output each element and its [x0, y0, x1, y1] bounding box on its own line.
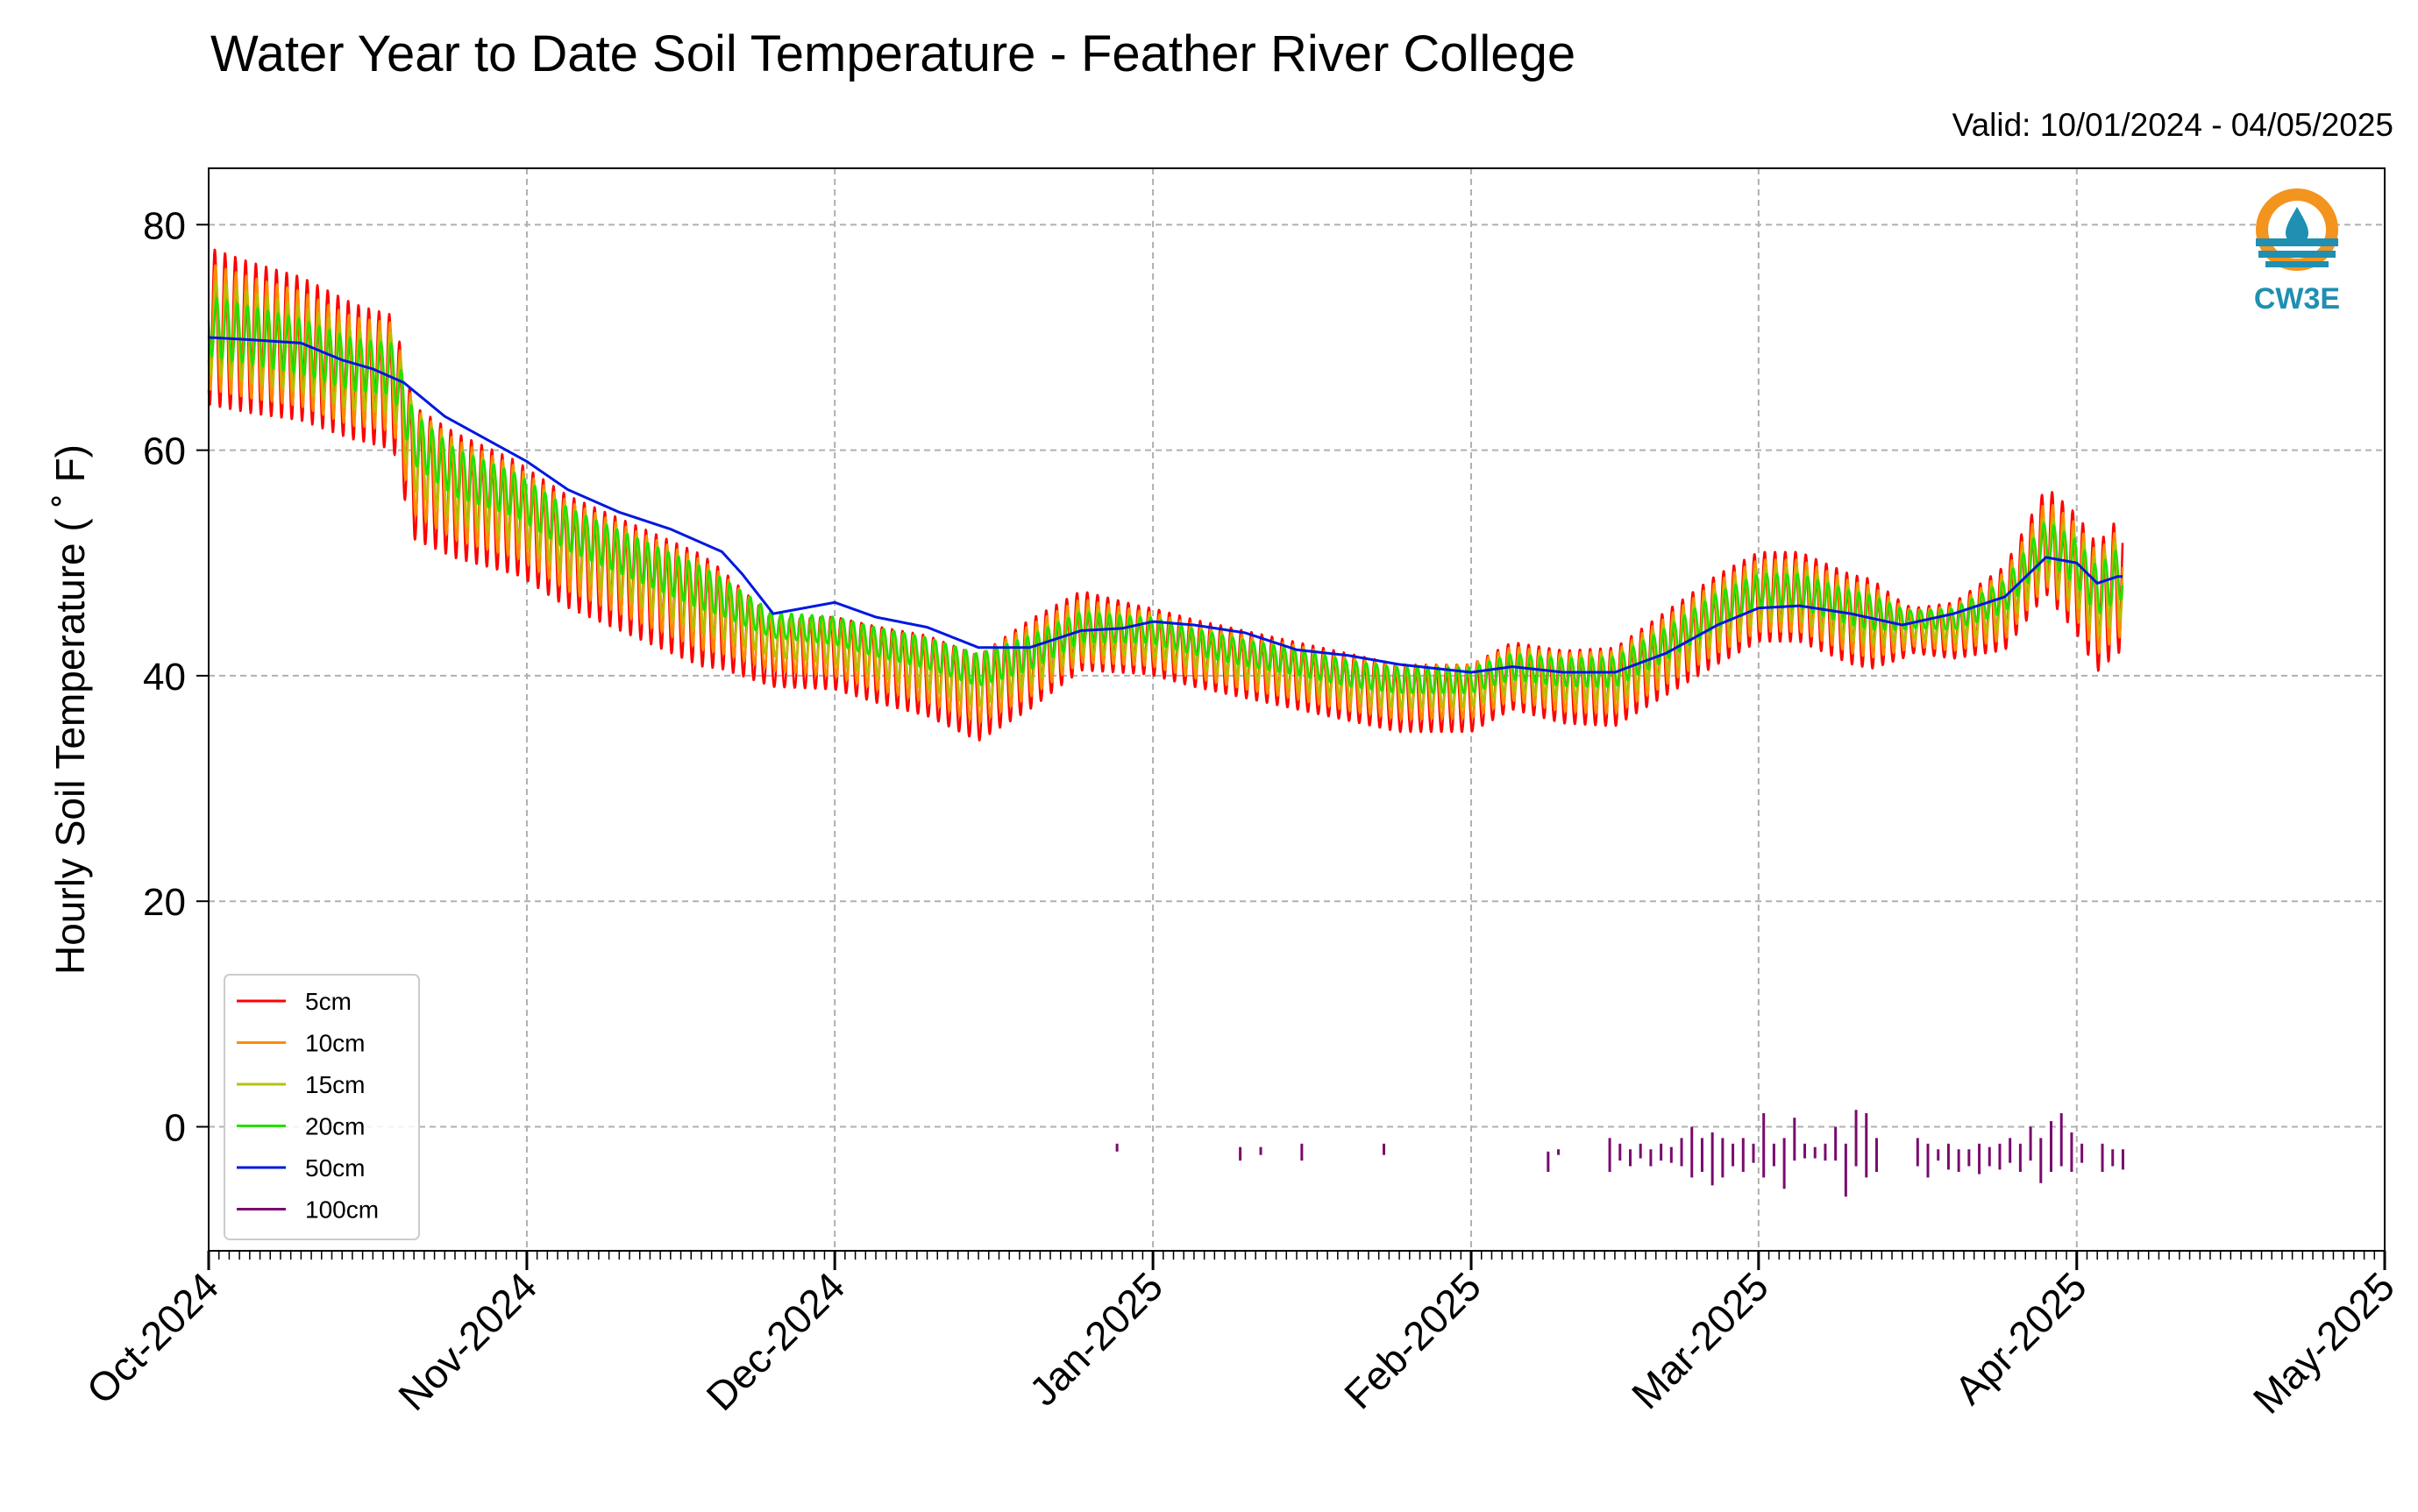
valid-date-range: Valid: 10/01/2024 - 04/05/2025	[1952, 107, 2393, 143]
legend-label: 100cm	[305, 1196, 379, 1224]
x-tick-label: Dec-2024	[697, 1263, 853, 1419]
series-100cm	[1115, 1110, 2124, 1197]
y-axis-label: Hourly Soil Temperature ( ˚ F)	[47, 444, 93, 975]
legend-label: 10cm	[305, 1030, 365, 1057]
legend-box	[224, 974, 420, 1240]
legend-label: 5cm	[305, 988, 352, 1015]
x-tick-label: Feb-2025	[1335, 1263, 1490, 1417]
y-tick-label: 40	[143, 656, 186, 699]
logo-water-band-3	[2265, 261, 2329, 267]
water-drop-icon	[2286, 207, 2308, 245]
x-tick-label: Mar-2025	[1623, 1263, 1777, 1417]
x-tick-label: Jan-2025	[1021, 1263, 1171, 1414]
series-15cm-line	[207, 280, 2124, 710]
x-tick-label: Oct-2024	[78, 1263, 228, 1413]
cw3e-logo: CW3E	[2254, 188, 2340, 316]
legend-label: 50cm	[305, 1154, 365, 1182]
legend-label: 15cm	[305, 1071, 365, 1098]
chart-title: Water Year to Date Soil Temperature - Fe…	[210, 25, 1576, 82]
x-tick-label: Nov-2024	[389, 1263, 545, 1419]
y-tick-label: 20	[143, 881, 186, 924]
series-50cm-line	[208, 336, 2123, 674]
logo-text: CW3E	[2254, 282, 2340, 316]
legend-label: 20cm	[305, 1113, 365, 1140]
series-layer	[207, 248, 2124, 1197]
logo-water-band-2	[2258, 251, 2336, 258]
y-tick-label: 60	[143, 430, 186, 473]
axes: 0 20 40 60 80 Oct-2024 Nov-2024 Dec-2024 Jan-202…	[78, 204, 2404, 1422]
legend: 5cm 10cm 15cm 20cm 50cm 100cm	[224, 974, 420, 1240]
x-tick-label: May-2025	[2244, 1263, 2403, 1422]
y-tick-label: 0	[165, 1106, 186, 1149]
y-tick-label: 80	[143, 204, 186, 247]
x-tick-label: Apr-2025	[1945, 1263, 2095, 1413]
